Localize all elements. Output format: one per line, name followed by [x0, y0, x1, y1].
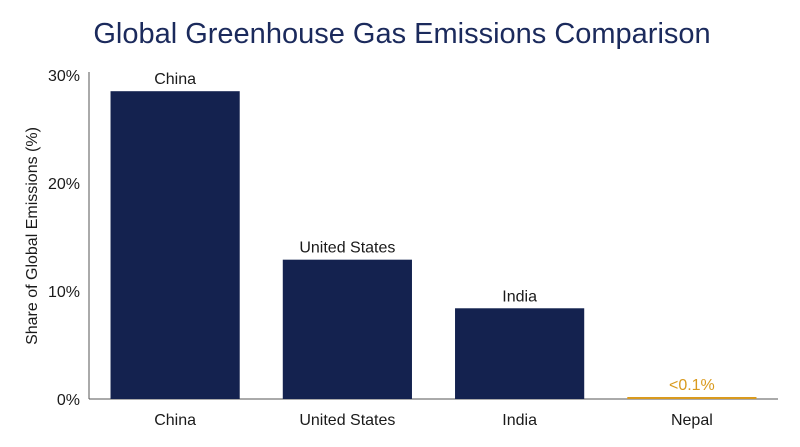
y-tick-label: 10%	[48, 284, 80, 301]
y-axis-label: Share of Global Emissions (%)	[24, 127, 41, 345]
x-tick-label: China	[154, 412, 196, 429]
bar-india	[455, 308, 585, 399]
bar-data-label: China	[154, 71, 196, 88]
x-tick-label: United States	[299, 412, 395, 429]
chart-title: Global Greenhouse Gas Emissions Comparis…	[93, 18, 710, 50]
bars	[110, 91, 757, 399]
bar-united-states	[282, 259, 412, 399]
x-ticks: China United States India Nepal	[154, 412, 713, 429]
y-tick-label: 20%	[48, 176, 80, 193]
bar-data-label: United States	[299, 240, 395, 257]
x-tick-label: India	[502, 412, 537, 429]
bar-data-label: <0.1%	[669, 377, 715, 394]
y-tick-label: 30%	[48, 68, 80, 85]
bar-data-label: India	[502, 288, 537, 305]
y-tick-label: 0%	[57, 392, 80, 409]
y-ticks: 0% 10% 20% 30%	[48, 68, 80, 409]
bar-nepal	[627, 397, 757, 399]
bar-labels: China United States India <0.1%	[154, 71, 715, 394]
x-tick-label: Nepal	[671, 412, 713, 429]
bar-china	[110, 91, 240, 399]
